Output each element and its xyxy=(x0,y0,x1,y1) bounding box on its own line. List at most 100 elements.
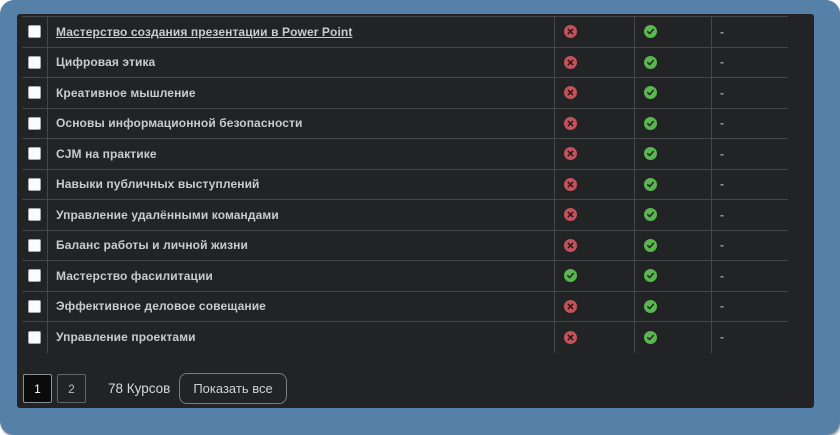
status-column-1-cell xyxy=(555,200,635,230)
checkbox-cell xyxy=(22,291,48,321)
status-column-1-cell xyxy=(555,230,635,260)
status-column-2-cell xyxy=(635,78,712,108)
row-checkbox[interactable] xyxy=(28,177,41,191)
course-title[interactable]: Мастерство создания презентации в Power … xyxy=(56,24,353,39)
circle-x-icon xyxy=(564,177,577,191)
status-column-2-cell xyxy=(635,291,712,321)
row-checkbox[interactable] xyxy=(28,299,41,313)
checkbox-cell xyxy=(22,17,48,47)
table-row: Мастерство создания презентации в Power … xyxy=(22,17,788,48)
checkbox-cell xyxy=(22,78,48,108)
circle-check-icon xyxy=(644,116,657,130)
course-title: Эффективное деловое совещание xyxy=(56,299,266,314)
status-column-1-cell xyxy=(555,322,635,353)
checkbox-cell xyxy=(22,169,48,199)
table-row: Управление проектами xyxy=(22,322,788,353)
course-title: Креативное мышление xyxy=(56,85,196,100)
table-row: Баланс работы и личной жизни xyxy=(22,230,788,261)
row-checkbox[interactable] xyxy=(28,208,41,222)
status-column-2-cell xyxy=(635,17,712,47)
row-checkbox[interactable] xyxy=(28,269,41,283)
row-checkbox[interactable] xyxy=(28,147,41,161)
course-name-cell: CJM на практике xyxy=(48,139,555,169)
page-button-1[interactable]: 1 xyxy=(23,374,52,403)
course-name-cell: Навыки публичных выступлений xyxy=(48,169,555,199)
circle-check-icon xyxy=(644,86,657,100)
extra-cell: - xyxy=(712,322,788,353)
checkbox-cell xyxy=(22,139,48,169)
table-row: Креативное мышление xyxy=(22,78,788,109)
status-column-1-cell xyxy=(555,139,635,169)
circle-x-icon xyxy=(564,299,577,313)
extra-cell: - xyxy=(712,48,788,78)
course-name-cell: Креативное мышление xyxy=(48,78,555,108)
checkbox-cell xyxy=(22,47,48,77)
circle-check-icon xyxy=(564,269,577,283)
course-title: Цифровая этика xyxy=(56,55,156,70)
table-row: Основы информационной безопасности xyxy=(22,108,788,139)
circle-check-icon xyxy=(644,238,657,252)
course-title: Баланс работы и личной жизни xyxy=(56,238,248,253)
extra-cell: - xyxy=(712,17,788,47)
circle-x-icon xyxy=(564,25,577,39)
row-checkbox[interactable] xyxy=(28,86,41,100)
row-checkbox[interactable] xyxy=(28,116,41,130)
course-name-cell: Управление проектами xyxy=(48,322,555,353)
checkbox-cell xyxy=(22,261,48,291)
dash-value: - xyxy=(720,146,724,161)
show-all-button[interactable]: Показать все xyxy=(179,373,287,404)
table-row: Управление удалёнными командами xyxy=(22,200,788,231)
status-column-2-cell xyxy=(635,139,712,169)
checkbox-cell xyxy=(22,322,48,353)
circle-check-icon xyxy=(644,299,657,313)
course-title: Навыки публичных выступлений xyxy=(56,177,260,192)
table-row: Эффективное деловое совещание xyxy=(22,291,788,322)
circle-x-icon xyxy=(564,116,577,130)
extra-cell: - xyxy=(712,139,788,169)
extra-cell: - xyxy=(712,292,788,322)
circle-x-icon xyxy=(564,208,577,222)
status-column-2-cell xyxy=(635,47,712,77)
status-column-1-cell xyxy=(555,78,635,108)
dash-value: - xyxy=(720,177,724,192)
status-column-1-cell xyxy=(555,47,635,77)
page-button-2[interactable]: 2 xyxy=(57,374,86,403)
course-name-cell: Управление удалёнными командами xyxy=(48,200,555,230)
row-checkbox[interactable] xyxy=(28,55,41,69)
course-name-cell: Баланс работы и личной жизни xyxy=(48,230,555,260)
circle-x-icon xyxy=(564,147,577,161)
course-title: Управление удалёнными командами xyxy=(56,207,279,222)
courses-panel: Мастерство создания презентации в Power … xyxy=(17,14,814,408)
extra-cell: - xyxy=(712,109,788,139)
circle-check-icon xyxy=(644,269,657,283)
dash-value: - xyxy=(720,268,724,283)
row-checkbox[interactable] xyxy=(28,330,41,344)
extra-cell: - xyxy=(712,78,788,108)
status-column-2-cell xyxy=(635,169,712,199)
status-column-1-cell xyxy=(555,291,635,321)
table-row: Мастерство фасилитации xyxy=(22,261,788,292)
checkbox-cell xyxy=(22,230,48,260)
course-title: Управление проектами xyxy=(56,330,196,345)
circle-check-icon xyxy=(644,208,657,222)
course-title: Основы информационной безопасности xyxy=(56,116,303,131)
extra-cell: - xyxy=(712,170,788,200)
row-checkbox[interactable] xyxy=(28,238,41,252)
dash-value: - xyxy=(720,55,724,70)
extra-cell: - xyxy=(712,200,788,230)
checkbox-cell xyxy=(22,200,48,230)
course-name-cell: Основы информационной безопасности xyxy=(48,108,555,138)
row-checkbox[interactable] xyxy=(28,25,41,39)
status-column-2-cell xyxy=(635,108,712,138)
course-count-label: 78 Курсов xyxy=(108,381,171,396)
courses-table: Мастерство создания презентации в Power … xyxy=(22,16,788,353)
status-column-1-cell xyxy=(555,17,635,47)
circle-x-icon xyxy=(564,55,577,69)
checkbox-cell xyxy=(22,108,48,138)
dash-value: - xyxy=(720,85,724,100)
status-column-2-cell xyxy=(635,322,712,353)
circle-check-icon xyxy=(644,55,657,69)
table-row: CJM на практике xyxy=(22,139,788,170)
